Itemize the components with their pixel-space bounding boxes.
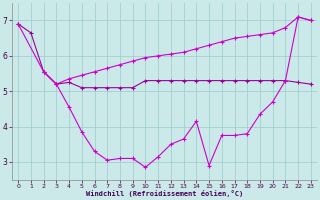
X-axis label: Windchill (Refroidissement éolien,°C): Windchill (Refroidissement éolien,°C) — [86, 190, 243, 197]
